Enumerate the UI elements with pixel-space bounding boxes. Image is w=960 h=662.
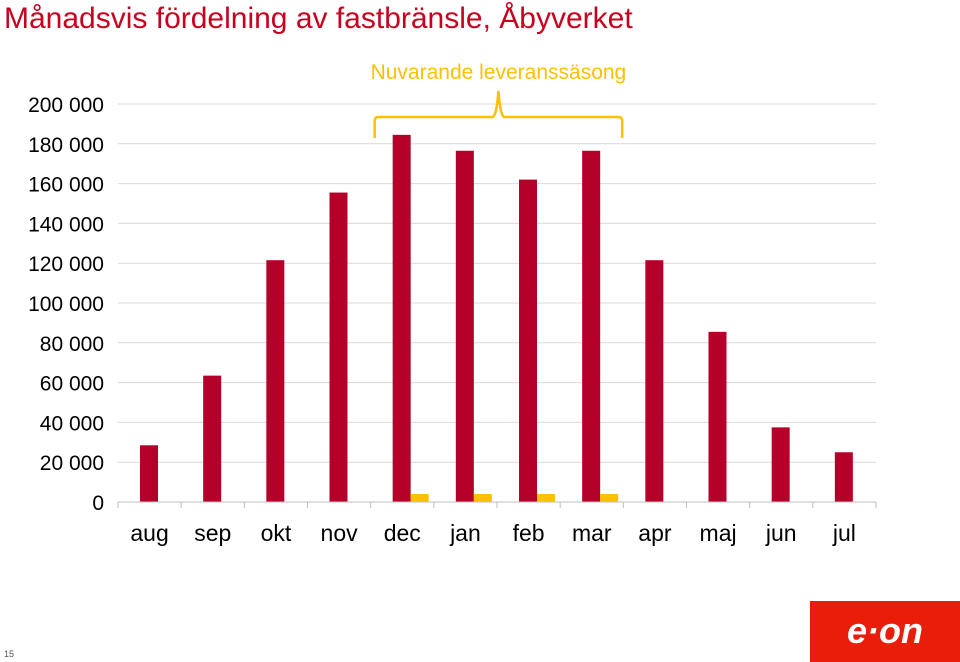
bar-secondary [537,494,555,502]
bar-secondary [410,494,429,502]
x-tick-label: maj [700,520,737,546]
y-tick-label: 20 000 [40,452,104,475]
y-axis-tick-labels: 0 20 000 40 000 60 000 80 000 100 000 120 000 1… [28,94,104,515]
y-tick-label: 180 000 [28,134,104,157]
bar-secondary [473,494,492,502]
y-tick-label: 40 000 [40,412,104,435]
bar-primary [519,179,537,502]
chart-title: Månadsvis fördelning av fastbränsle, Åby… [4,2,633,35]
bar-primary [771,427,790,502]
bar-secondary [600,494,619,502]
season-brace [373,90,624,138]
bars [140,134,853,502]
x-axis [117,501,877,508]
bar-primary [392,134,411,502]
bar-primary [140,445,158,502]
x-tick-label: okt [261,520,292,546]
x-tick-label: jul [832,520,856,546]
x-tick-label: jun [765,520,797,546]
slide-number: 15 [4,649,15,659]
bar-primary [645,260,664,502]
x-tick-label: aug [130,520,168,546]
season-annotation: Nuvarande leveranssäsong [371,61,627,138]
bar-primary [834,452,853,502]
bar-primary [266,260,285,502]
bar-primary [455,150,474,502]
x-tick-label: mar [572,520,612,546]
bar-chart: 0 20 000 40 000 60 000 80 000 100 000 120 000 1… [28,61,877,546]
y-tick-label: 200 000 [28,94,104,117]
y-tick-label: 80 000 [40,333,104,356]
y-tick-label: 140 000 [28,213,104,236]
y-tick-label: 100 000 [28,293,104,316]
x-tick-label: jan [449,520,481,546]
bar-primary [582,150,601,502]
x-tick-label: nov [321,520,359,546]
x-tick-label: feb [513,520,545,546]
x-tick-label: sep [194,520,231,546]
x-tick-label: dec [384,520,421,546]
y-tick-label: 60 000 [40,373,104,396]
x-axis-tick-labels: aug sep okt nov dec jan feb mar apr maj jun jul [130,520,856,546]
y-tick-label: 0 [92,492,104,515]
season-label: Nuvarande leveranssäsong [371,61,627,84]
gridlines [118,103,876,463]
bar-primary [203,375,222,502]
y-tick-label: 160 000 [28,174,104,197]
eon-logo: e·on [810,601,960,662]
bar-primary [329,192,348,502]
svg-text:e·on: e·on [847,610,923,651]
y-tick-label: 120 000 [28,253,104,276]
x-tick-label: apr [638,520,672,546]
bar-primary [708,331,727,502]
